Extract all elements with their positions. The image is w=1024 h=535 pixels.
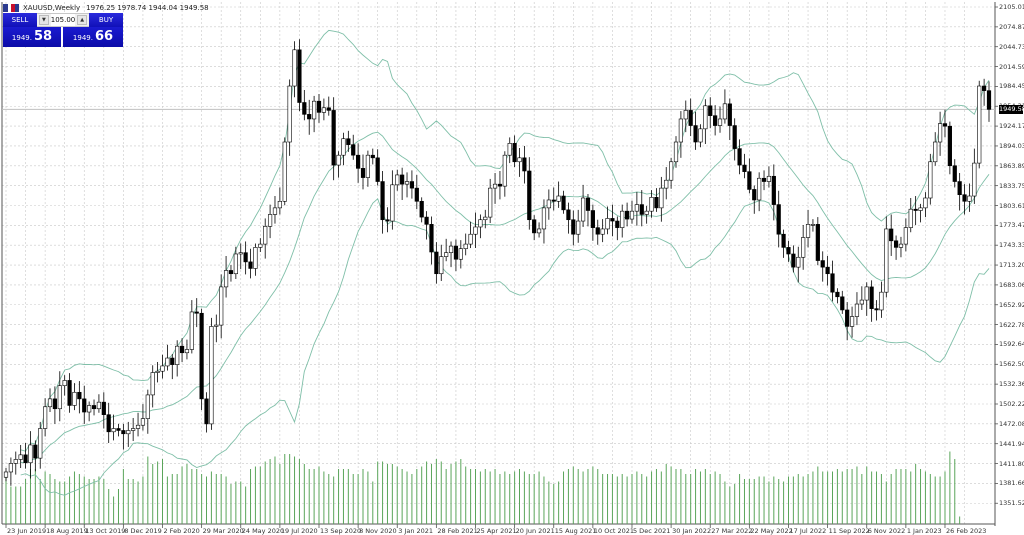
grid bbox=[2, 2, 995, 524]
price-tick-label: 1652.92 bbox=[999, 300, 1024, 309]
volume-bars bbox=[5, 451, 961, 524]
chart-header: XAUUSD,Weekly 1976.25 1978.74 1944.04 19… bbox=[3, 2, 209, 14]
time-tick-label: 26 Feb 2023 bbox=[945, 527, 987, 535]
time-tick-label: 27 Mar 2022 bbox=[711, 527, 753, 535]
time-tick-label: 11 Sep 2022 bbox=[828, 527, 870, 535]
time-tick-label: 2 Feb 2020 bbox=[163, 527, 200, 535]
one-click-trading-panel: SELL ▼ 105.00 ▲ BUY 1949. 58 1949. 66 bbox=[3, 13, 123, 47]
price-tick-label: 1502.22 bbox=[999, 400, 1024, 408]
price-tick-label: 1381.66 bbox=[999, 479, 1024, 488]
price-tick-label: 2014.59 bbox=[999, 62, 1024, 71]
price-tick-label: 1683.06 bbox=[999, 280, 1024, 289]
price-tick-label: 1562.50 bbox=[999, 360, 1024, 369]
time-tick-label: 1 Jan 2023 bbox=[906, 527, 942, 535]
symbol-flag-icon bbox=[3, 4, 19, 12]
time-tick-label: 20 Jun 2021 bbox=[515, 527, 555, 535]
time-tick-label: 10 Oct 2021 bbox=[593, 527, 635, 535]
time-tick-label: 3 Jan 2021 bbox=[398, 527, 434, 535]
time-tick-label: 30 Jan 2022 bbox=[672, 527, 712, 535]
ohlc-values: 1976.25 1978.74 1944.04 1949.58 bbox=[86, 4, 209, 12]
price-tick-label: 2044.73 bbox=[999, 42, 1024, 51]
time-tick-label: 17 Jul 2022 bbox=[789, 527, 827, 535]
time-tick-label: 8 Dec 2019 bbox=[124, 527, 162, 535]
time-tick-label: 23 Jun 2019 bbox=[7, 527, 47, 535]
time-tick-label: 13 Oct 2019 bbox=[85, 527, 126, 535]
price-tick-label: 1894.03 bbox=[999, 141, 1024, 150]
time-tick-label: 8 Nov 2020 bbox=[359, 527, 397, 535]
time-tick-label: 13 Sep 2020 bbox=[319, 527, 362, 535]
price-tick-label: 1984.45 bbox=[999, 82, 1024, 91]
symbol-timeframe: XAUUSD,Weekly bbox=[23, 4, 81, 12]
price-tick-label: 1472.08 bbox=[999, 419, 1024, 428]
time-tick-label: 22 May 2022 bbox=[750, 527, 793, 535]
lot-size-stepper[interactable]: ▼ 105.00 ▲ bbox=[37, 13, 89, 27]
price-tick-label: 1713.20 bbox=[999, 261, 1024, 270]
price-tick-label: 1532.36 bbox=[999, 380, 1024, 389]
price-tick-label: 1743.33 bbox=[999, 241, 1024, 250]
price-tick-label: 1411.80 bbox=[999, 459, 1024, 468]
price-tick-label: 1351.52 bbox=[999, 499, 1024, 508]
lot-size-input[interactable]: 105.00 bbox=[50, 14, 76, 26]
time-tick-label: 18 Aug 2019 bbox=[46, 527, 88, 535]
lot-increase-icon[interactable]: ▲ bbox=[77, 15, 87, 25]
candlesticks bbox=[3, 39, 992, 486]
time-tick-label: 19 Jul 2020 bbox=[280, 527, 318, 535]
price-tick-label: 1592.64 bbox=[999, 340, 1024, 349]
sell-price-prefix: 1949. bbox=[11, 34, 32, 42]
price-tick-label: 1863.89 bbox=[999, 161, 1024, 170]
time-tick-label: 5 Dec 2021 bbox=[632, 527, 671, 535]
buy-button[interactable]: BUY bbox=[89, 13, 123, 27]
sell-price-pips: 58 bbox=[33, 29, 53, 44]
lot-decrease-icon[interactable]: ▼ bbox=[39, 15, 49, 25]
time-tick-label: 24 May 2020 bbox=[241, 527, 285, 535]
buy-price-pips: 66 bbox=[94, 29, 114, 44]
time-tick-label: 25 Apr 2021 bbox=[476, 527, 517, 535]
time-tick-label: 15 Aug 2021 bbox=[554, 527, 597, 535]
price-tick-label: 1803.61 bbox=[999, 201, 1024, 210]
bollinger-bands bbox=[20, 29, 990, 496]
current-price-tag: 1949.58 bbox=[999, 104, 1024, 114]
time-tick-label: 29 Mar 2020 bbox=[202, 527, 244, 535]
price-tick-label: 2105.01 bbox=[999, 3, 1024, 11]
price-tick-label: 2074.87 bbox=[999, 22, 1024, 31]
sell-price-button[interactable]: 1949. 58 bbox=[3, 27, 62, 47]
time-tick-label: 6 Nov 2022 bbox=[867, 527, 906, 535]
price-tick-label: 1441.94 bbox=[999, 439, 1024, 448]
time-tick-label: 28 Feb 2021 bbox=[437, 527, 478, 535]
price-tick-label: 1924.17 bbox=[999, 122, 1024, 131]
price-tick-label: 1833.75 bbox=[999, 181, 1024, 190]
buy-price-button[interactable]: 1949. 66 bbox=[63, 27, 123, 47]
price-tick-label: 1622.78 bbox=[999, 320, 1024, 329]
price-tick-label: 1773.47 bbox=[999, 221, 1024, 230]
sell-button[interactable]: SELL bbox=[3, 13, 37, 27]
buy-price-prefix: 1949. bbox=[72, 34, 93, 42]
